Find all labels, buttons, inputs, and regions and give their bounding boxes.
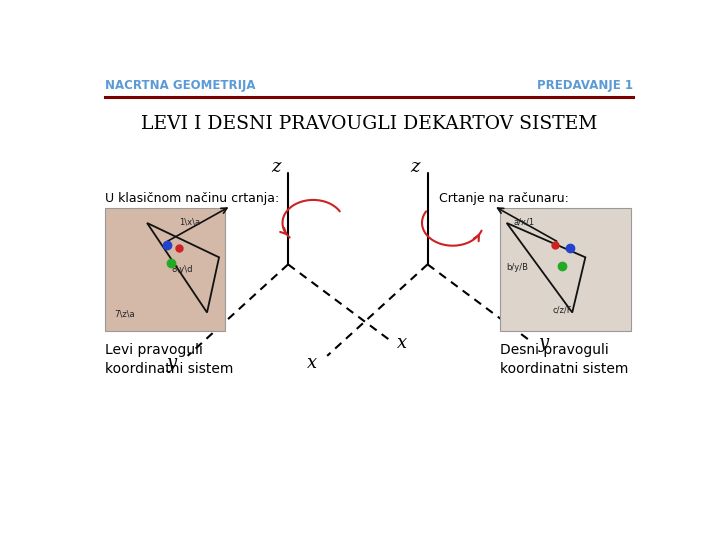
Text: a/x/1: a/x/1	[513, 217, 534, 226]
Text: x: x	[307, 354, 317, 373]
Text: Levi pravoguli
koordinatni sistem: Levi pravoguli koordinatni sistem	[105, 343, 233, 376]
Text: b/y/B: b/y/B	[507, 262, 528, 272]
Text: 8\y\d: 8\y\d	[171, 265, 192, 274]
Text: Desni pravoguli
koordinatni sistem: Desni pravoguli koordinatni sistem	[500, 343, 629, 376]
Text: 7\z\a: 7\z\a	[114, 309, 135, 318]
Text: y: y	[167, 354, 177, 373]
Text: LEVI I DESNI PRAVOUGLI DEKARTOV SISTEM: LEVI I DESNI PRAVOUGLI DEKARTOV SISTEM	[141, 114, 597, 133]
FancyBboxPatch shape	[500, 208, 631, 331]
Text: NACRTNA GEOMETRIJA: NACRTNA GEOMETRIJA	[105, 79, 256, 92]
FancyBboxPatch shape	[105, 208, 225, 331]
Text: z: z	[271, 158, 281, 176]
Text: z: z	[410, 158, 420, 176]
Text: x: x	[397, 334, 408, 353]
Text: Crtanje na računaru:: Crtanje na računaru:	[438, 192, 569, 205]
Text: PREDAVANJE 1: PREDAVANJE 1	[537, 79, 633, 92]
Text: y: y	[539, 334, 549, 353]
Text: U klasičnom načinu crtanja:: U klasičnom načinu crtanja:	[105, 192, 279, 205]
Text: 1\x\a: 1\x\a	[179, 217, 201, 226]
Text: c/z/F: c/z/F	[552, 306, 572, 314]
